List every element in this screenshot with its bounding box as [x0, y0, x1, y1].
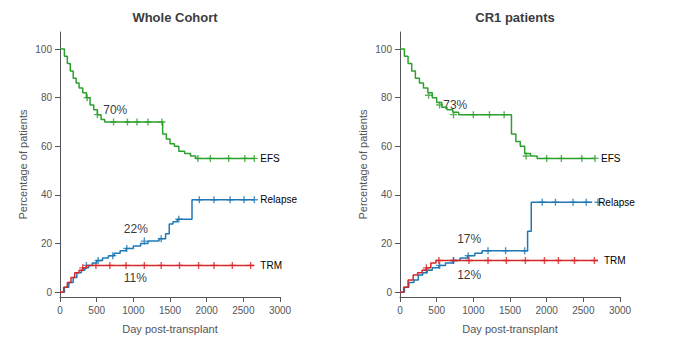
svg-text:100: 100	[375, 44, 392, 55]
svg-text:22%: 22%	[124, 222, 148, 236]
svg-text:Percentage of patients: Percentage of patients	[17, 109, 29, 220]
svg-text:2000: 2000	[196, 305, 219, 316]
svg-text:20: 20	[41, 238, 53, 249]
svg-text:11%: 11%	[124, 271, 147, 285]
svg-text:2500: 2500	[572, 305, 595, 316]
svg-text:3000: 3000	[609, 305, 632, 316]
svg-text:17%: 17%	[457, 232, 481, 246]
svg-text:Percentage of patients: Percentage of patients	[357, 109, 369, 220]
svg-text:1000: 1000	[122, 305, 145, 316]
svg-text:EFS: EFS	[260, 153, 280, 164]
svg-text:100: 100	[35, 44, 52, 55]
svg-text:2500: 2500	[232, 305, 255, 316]
svg-text:20: 20	[381, 238, 393, 249]
svg-text:40: 40	[381, 189, 393, 200]
svg-text:500: 500	[88, 305, 105, 316]
svg-text:0: 0	[397, 305, 403, 316]
svg-text:0: 0	[57, 305, 63, 316]
svg-text:CR1 patients: CR1 patients	[475, 10, 554, 25]
svg-text:Relapse: Relapse	[598, 197, 635, 208]
svg-text:2000: 2000	[536, 305, 559, 316]
svg-text:1000: 1000	[462, 305, 485, 316]
svg-text:0: 0	[386, 287, 392, 298]
svg-text:60: 60	[41, 141, 53, 152]
svg-text:Day post-transplant: Day post-transplant	[122, 323, 217, 335]
svg-text:TRM: TRM	[260, 260, 282, 271]
svg-text:0: 0	[46, 287, 52, 298]
svg-text:EFS: EFS	[601, 153, 621, 164]
svg-text:Whole Cohort: Whole Cohort	[132, 10, 218, 25]
svg-text:73%: 73%	[443, 97, 468, 112]
svg-text:12%: 12%	[457, 268, 481, 282]
svg-text:TRM: TRM	[604, 255, 626, 266]
svg-text:1500: 1500	[499, 305, 522, 316]
svg-text:1500: 1500	[159, 305, 182, 316]
svg-text:3000: 3000	[269, 305, 292, 316]
svg-text:500: 500	[428, 305, 445, 316]
svg-text:80: 80	[381, 92, 393, 103]
svg-text:Relapse: Relapse	[260, 194, 297, 205]
svg-text:40: 40	[41, 189, 53, 200]
svg-text:80: 80	[41, 92, 53, 103]
svg-text:60: 60	[381, 141, 393, 152]
svg-text:70%: 70%	[103, 103, 127, 117]
svg-text:Day post-transplant: Day post-transplant	[462, 323, 557, 335]
